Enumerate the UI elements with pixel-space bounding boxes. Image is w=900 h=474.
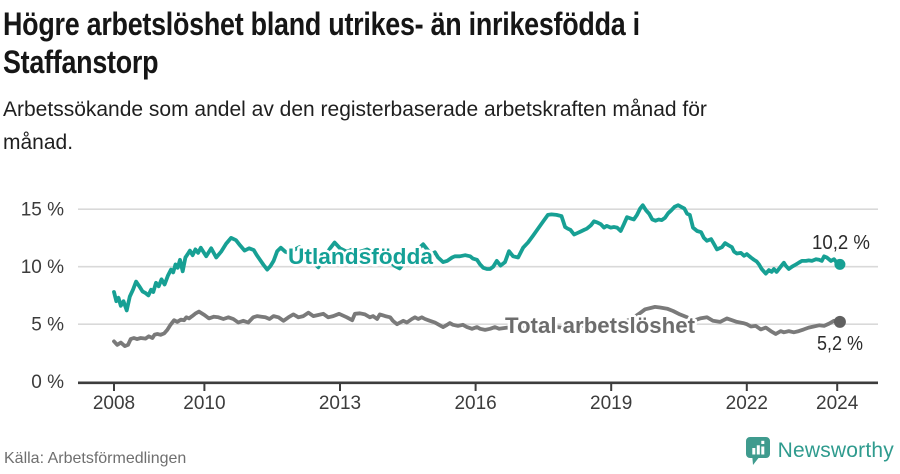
- series-label-total-arbetsloshet: Total arbetslöshet: [505, 313, 696, 338]
- y-tick-label: 15 %: [21, 200, 64, 221]
- y-tick-label: 10 %: [21, 257, 64, 278]
- x-tick-label: 2024: [816, 393, 859, 414]
- newsworthy-icon: [745, 437, 770, 465]
- y-axis-labels: 0 % 5 % 10 % 15 %: [21, 200, 64, 394]
- page-title-line1: Högre arbetslöshet bland utrikes- än inr…: [3, 6, 640, 42]
- series-end-dot-utlandsfodda: [834, 258, 846, 270]
- end-value-label-total: 5,2 %: [817, 333, 863, 355]
- y-tick-label: 5 %: [31, 315, 64, 336]
- chart-subtitle-line2: månad.: [3, 131, 74, 154]
- brand-name: Newsworthy: [777, 439, 894, 462]
- chart-subtitle: Arbetssökande som andel av den registerb…: [3, 93, 707, 159]
- x-tick-label: 2022: [726, 393, 768, 414]
- logo-bar-1: [751, 448, 755, 455]
- series-label-utlandsfodda: Utlandsfödda: [288, 244, 434, 269]
- page-title-line2: Staffanstorp: [3, 44, 159, 80]
- logo-dot: [760, 440, 764, 444]
- series-end-dot-total: [833, 315, 846, 328]
- series-line-utlandsfodda: [112, 203, 842, 313]
- end-value-label-utlandsfodda: 10,2 %: [812, 232, 870, 254]
- x-tick-label: 2013: [319, 393, 361, 414]
- chart-subtitle-line1: Arbetssökande som andel av den registerb…: [3, 98, 707, 121]
- newsworthy-logo[interactable]: Newsworthy: [745, 436, 894, 466]
- logo-bar-2: [756, 445, 760, 455]
- logo-bar-3: [760, 446, 764, 455]
- gridlines: [78, 208, 878, 326]
- source-note: Källa: Arbetsförmedlingen: [4, 450, 187, 467]
- page-title: Högre arbetslöshet bland utrikes- än inr…: [3, 5, 761, 81]
- y-tick-label: 0 %: [31, 372, 64, 393]
- x-tick-label: 2019: [590, 393, 632, 414]
- x-axis-ticks: [113, 383, 839, 391]
- series-line-total-arbetsloshet: [112, 304, 842, 349]
- x-tick-label: 2008: [93, 393, 135, 414]
- x-tick-label: 2016: [454, 393, 496, 414]
- x-axis-labels: 2008 2010 2013 2016 2019 2022 2024: [93, 393, 859, 414]
- x-tick-label: 2010: [183, 393, 225, 414]
